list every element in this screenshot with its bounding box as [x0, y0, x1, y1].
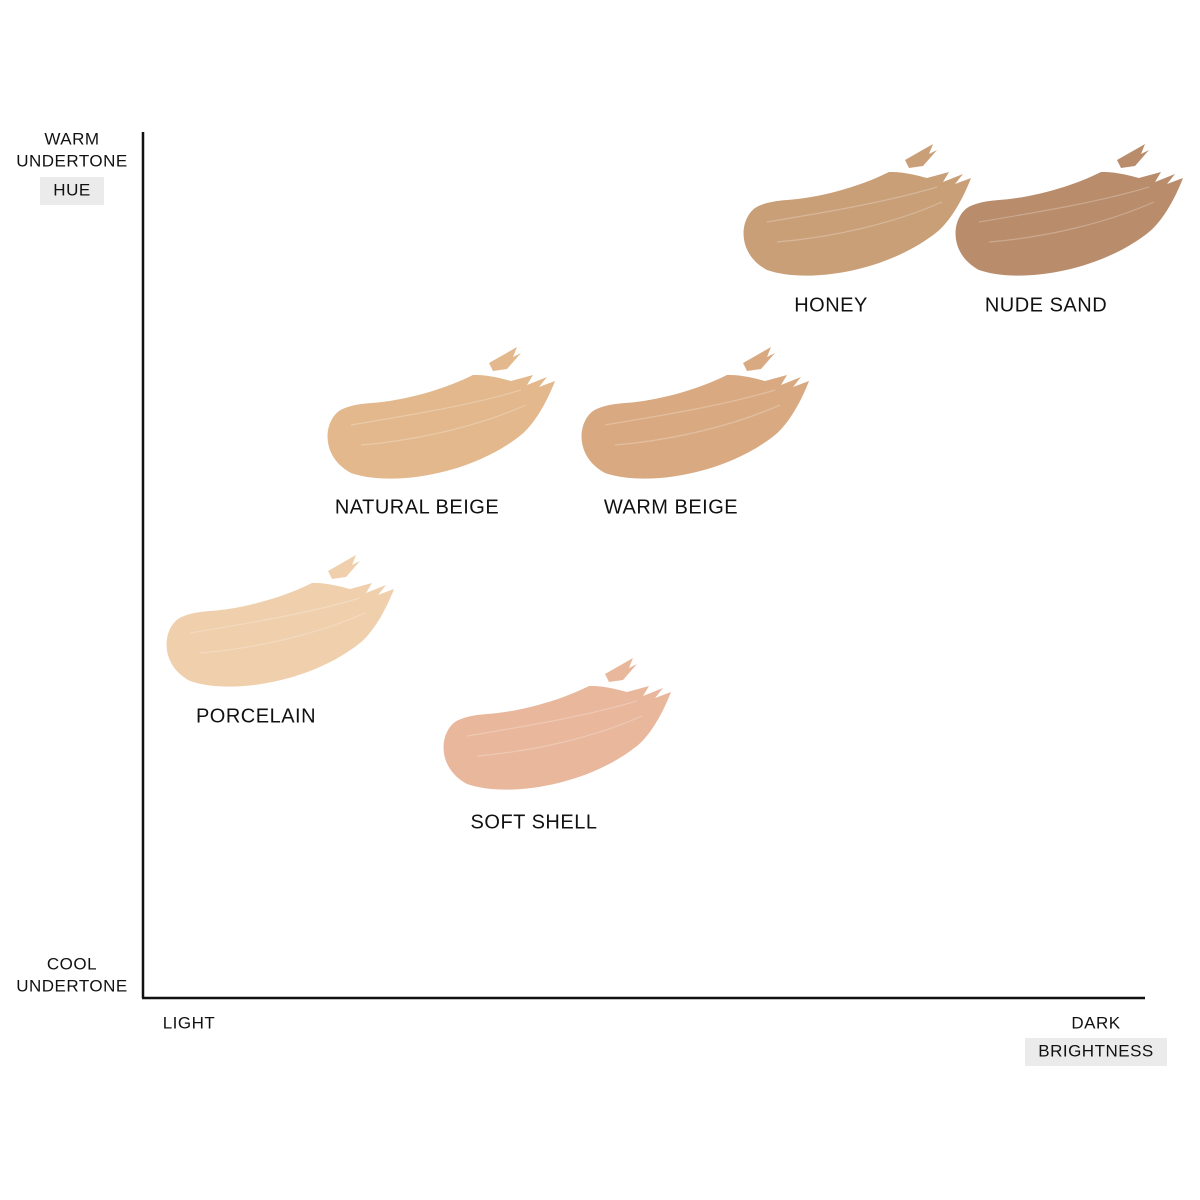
swatch-label: WARM BEIGE: [604, 496, 738, 518]
swatch-label: NUDE SAND: [985, 294, 1107, 316]
swatch-label: PORCELAIN: [196, 705, 316, 727]
y-axis-title-box: [40, 177, 104, 205]
y-axis-top: WARM: [44, 129, 99, 148]
y-axis-bottom: COOL: [47, 954, 97, 973]
swatch: [327, 347, 555, 479]
y-axis-top: UNDERTONE: [16, 151, 128, 170]
x-axis-title: BRIGHTNESS: [1038, 1041, 1154, 1060]
x-axis-right: DARK: [1071, 1013, 1120, 1032]
x-axis-title-box: [1025, 1038, 1167, 1066]
y-axis-title: HUE: [53, 180, 90, 199]
swatch: [166, 555, 394, 687]
swatch-label: HONEY: [794, 294, 868, 316]
swatch-label: NATURAL BEIGE: [335, 496, 499, 518]
x-axis-left: LIGHT: [163, 1013, 216, 1032]
swatch: [743, 144, 971, 276]
swatch: [443, 658, 671, 790]
swatch-label: SOFT SHELL: [471, 811, 598, 833]
swatch: [955, 144, 1183, 276]
swatch: [581, 347, 809, 479]
y-axis-bottom: UNDERTONE: [16, 976, 128, 995]
